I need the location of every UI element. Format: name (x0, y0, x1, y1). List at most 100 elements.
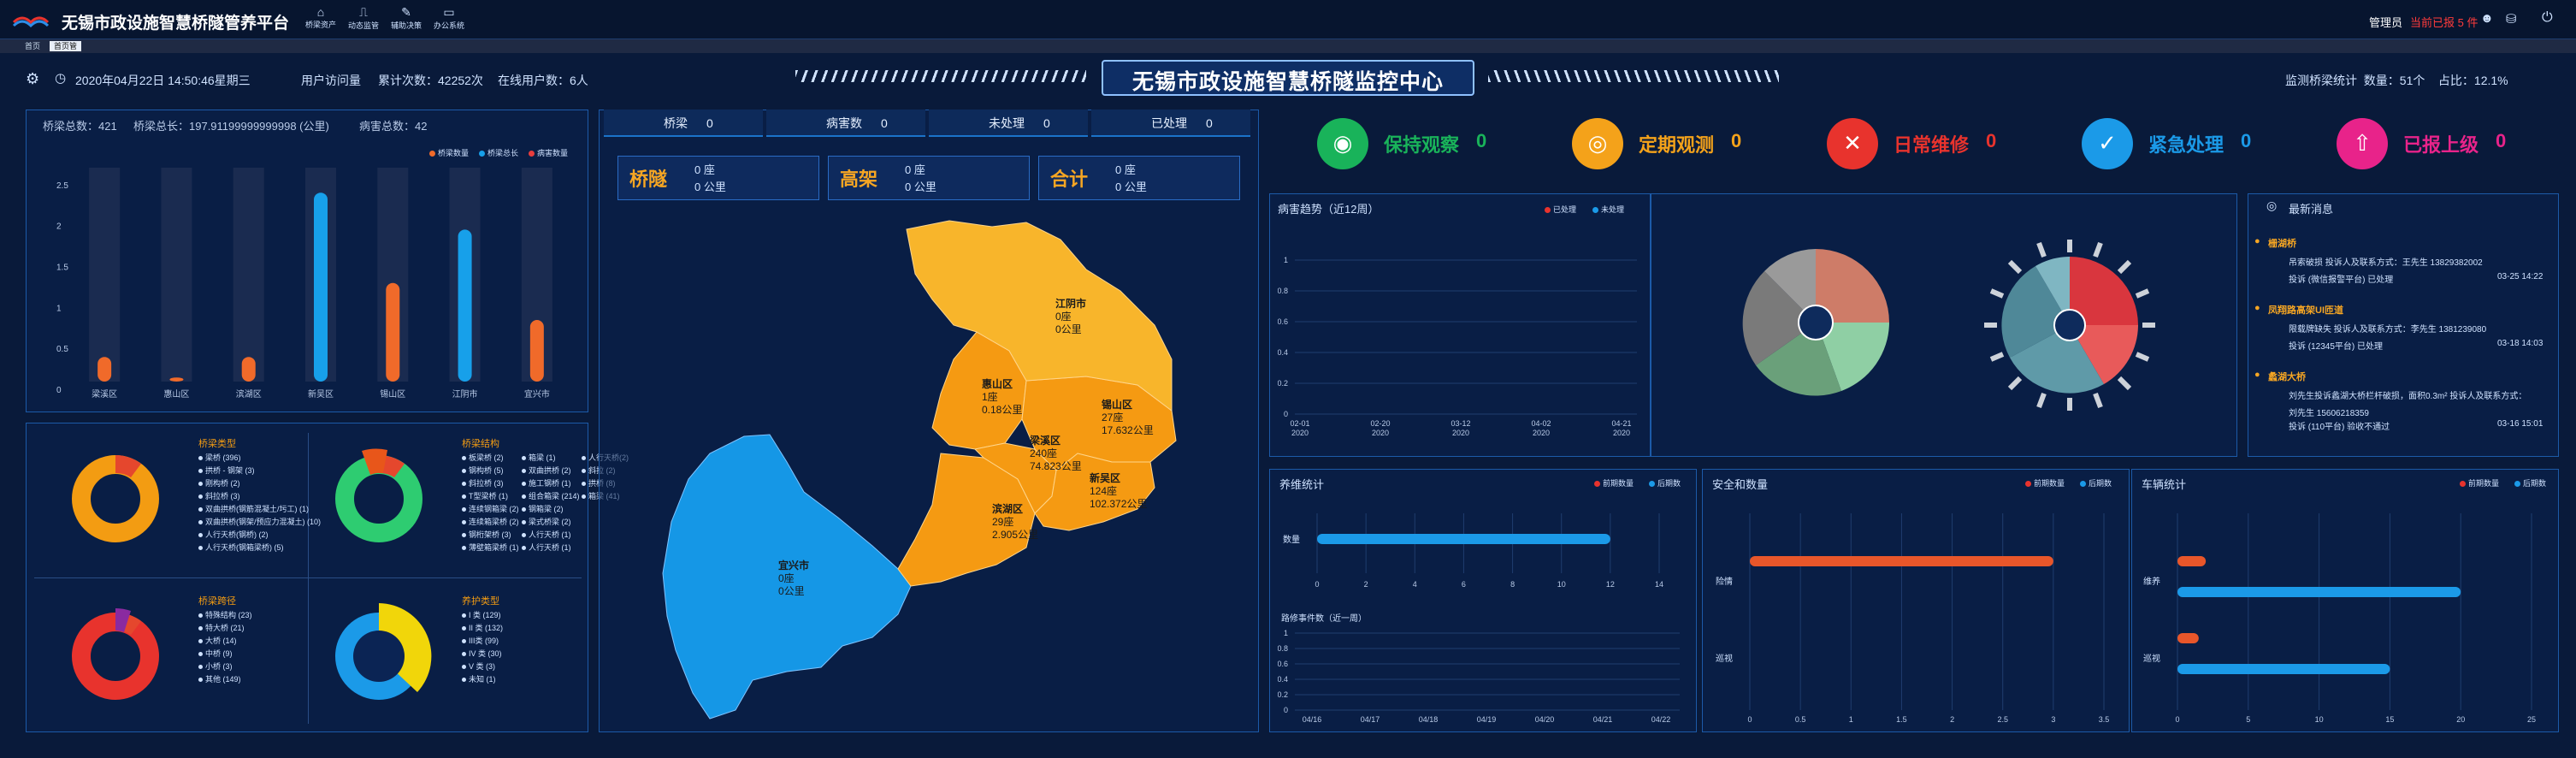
bar (2177, 633, 2199, 643)
kpi-badge-3[interactable]: ✓ (2082, 118, 2133, 169)
news-bullet-icon: ● (2254, 236, 2260, 246)
status-tab-1[interactable]: 病害数 0 (766, 110, 925, 137)
x-tick: 宜兴市 (524, 388, 550, 400)
pie-legend-item: 中桥 (9) (198, 648, 233, 659)
wrench-icon: ✕ (1843, 130, 1862, 156)
eye-icon: ◉ (1332, 130, 1353, 156)
status-tab-3[interactable]: 已处理 0 (1091, 110, 1250, 137)
kpi-label-3: 紧急处理 (2148, 134, 2224, 156)
pie-legend-item: 钢箱梁 (2) (522, 503, 564, 514)
pie-legend-item: 薄壁箱梁桥 (1) (462, 542, 519, 553)
x-tick: 锡山区 (380, 388, 405, 400)
power-icon[interactable]: ⏻ (2542, 10, 2553, 25)
disease-count: 病害总数：42 (359, 120, 428, 133)
kpi-badge-4[interactable]: ⇧ (2337, 118, 2388, 169)
kpi-value-1: 0 (1731, 130, 1742, 151)
bridge-stats-panel (26, 110, 588, 412)
status-tab-0[interactable]: 桥梁 0 (604, 110, 763, 137)
pie-legend-item: 斜拉桥 (3) (198, 490, 240, 501)
news-item-sub: 刘先生 15606218359 (2289, 409, 2369, 418)
x-tick: 3.5 (2099, 715, 2110, 724)
kpi-badge-0[interactable]: ◉ (1317, 118, 1368, 169)
legend-disease-count: 病害数量 (529, 147, 568, 158)
disease-trend-chart: 00.20.40.60.8102-01202002-20202003-12202… (1278, 256, 1637, 437)
bar (1750, 556, 2053, 566)
y-tick: 0 (1284, 706, 1288, 714)
pie-legend-item: 小桥 (3) (198, 660, 233, 672)
legend-maint-a: 前期数量 (1594, 477, 1634, 489)
status-tab-2[interactable]: 未处理 0 (929, 110, 1088, 137)
y-tick: 0.2 (1278, 690, 1288, 699)
settings-icon[interactable]: ⚙ (26, 70, 40, 87)
monitor-stats: 监测桥梁统计 数量：51个 占比：12.1% (2285, 74, 2508, 87)
pie-hole (353, 631, 405, 682)
nav-item-office[interactable]: ▭ 办公系统 (429, 5, 469, 31)
bar (1317, 534, 1610, 544)
y-tick: 2.5 (56, 181, 68, 191)
kpi-badge-1[interactable]: ◎ (1572, 118, 1623, 169)
vehicle-panel (2131, 469, 2559, 732)
news-item-date: 03-18 14:03 (2497, 339, 2544, 348)
pie-legend-item: 钢构桥 (5) (462, 465, 504, 476)
pie-legend-item: T型梁桥 (1) (462, 490, 508, 501)
news-item-sub: 投诉 (12345平台) 已处理 (2289, 342, 2384, 352)
legend-bridge-count: 桥梁数量 (429, 147, 469, 158)
summary-box-count: 0 座 (905, 163, 925, 176)
pie-ring (72, 613, 159, 700)
bar (314, 192, 328, 382)
disease-trend-title: 病害趋势（近12周） (1278, 203, 1380, 216)
kpi-badge-2[interactable]: ✕ (1827, 118, 1878, 169)
user-label: 管理员 (2369, 16, 2403, 29)
y-tick: 0.2 (1278, 379, 1288, 388)
safety-title: 安全和数量 (1712, 478, 1769, 491)
map-label-1: 惠山区 1座 0.18公里 (982, 378, 1022, 417)
map-label-a: 29座 (992, 516, 1014, 528)
map-label-a: 1座 (982, 391, 998, 403)
pie-chart-1 (335, 448, 422, 542)
legend-handled: 已处理 (1545, 204, 1576, 215)
pie-legend-item: II 类 (132) (462, 622, 503, 633)
y-category: 巡视 (1716, 653, 1733, 664)
x-tick: 梁溪区 (92, 388, 117, 400)
pie-legend-item: 梁桥 (396) (198, 452, 241, 463)
maintenance-title: 养维统计 (1279, 478, 1325, 491)
summary-box-count: 0 座 (1115, 163, 1136, 176)
status-tab-label: 病害数 (826, 116, 862, 130)
office-icon: ▭ (443, 5, 455, 19)
center-title: 无锡市政设施智慧桥隧监控中心 (1131, 70, 1444, 94)
pie-legend-item: 连续钢箱梁 (2) (462, 503, 519, 514)
pie-legend-item: 箱梁 (1) (522, 452, 556, 463)
status-tab-value: 0 (881, 116, 888, 130)
database-icon[interactable]: ⛁ (2506, 12, 2517, 27)
summary-box-length: 0 公里 (905, 181, 936, 193)
map-label-name: 新吴区 (1090, 472, 1121, 484)
status-tab-value: 0 (1043, 116, 1050, 130)
warning-count[interactable]: 当前已报 5 件 (2410, 16, 2479, 29)
pie-legend-item: IV 类 (30) (462, 648, 502, 659)
map-label-a: 240座 (1030, 447, 1058, 459)
y-tick: 1 (56, 304, 62, 313)
y-tick: 0.6 (1278, 660, 1288, 668)
tab-home-manage[interactable]: 首页管 (50, 41, 82, 51)
user-icon[interactable]: ☻ (2480, 11, 2494, 26)
legend-bridge-length: 桥梁总长 (479, 147, 518, 158)
monitor-icon: ⎍ (359, 5, 368, 19)
pie-ring (72, 455, 159, 542)
pie-legend-item: 钢桁架桥 (3) (462, 529, 511, 540)
news-bullet-icon: ● (2254, 303, 2260, 313)
nav-item-assets[interactable]: ⌂ 桥梁资产 (301, 5, 340, 30)
y-category: 维养 (2143, 576, 2160, 587)
bar (386, 282, 400, 382)
bar (2177, 556, 2207, 566)
x-tick: 2020 (1372, 429, 1389, 437)
pie-legend-item: 组合箱梁 (214) (522, 490, 580, 501)
nav-item-decision[interactable]: ✎ 辅助决策 (387, 5, 426, 31)
kpi-value-2: 0 (1986, 130, 1997, 151)
bar (2177, 587, 2461, 597)
map-label-b: 74.823公里 (1030, 460, 1082, 472)
tab-home[interactable]: 首页 (25, 42, 41, 50)
summary-box-length: 0 公里 (1115, 181, 1147, 193)
x-tick: 5 (2246, 715, 2250, 724)
nav-item-monitor[interactable]: ⎍ 动态监管 (344, 5, 383, 31)
legend-unhandled: 未处理 (1592, 204, 1624, 215)
